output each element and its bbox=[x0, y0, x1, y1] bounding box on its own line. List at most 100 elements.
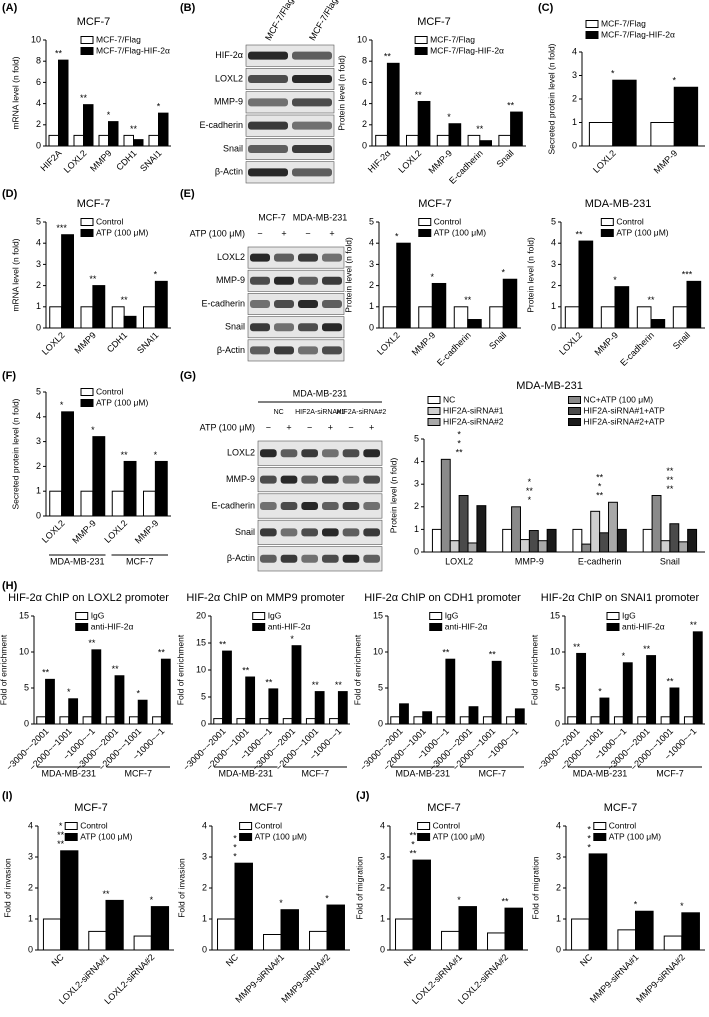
significance: * bbox=[154, 270, 158, 280]
significance: ** bbox=[112, 664, 120, 674]
group-label: MDA-MB-231 bbox=[573, 768, 628, 778]
significance: * bbox=[67, 687, 71, 697]
significance: ** bbox=[596, 491, 604, 501]
blot-band bbox=[301, 528, 318, 537]
blot-row-label: LOXL2 bbox=[217, 252, 245, 262]
legend-swatch bbox=[80, 399, 94, 407]
y-axis-label: Fold of migration bbox=[354, 856, 364, 920]
bar bbox=[467, 319, 482, 329]
bar bbox=[590, 716, 601, 725]
y-tick-label: 10 bbox=[19, 646, 29, 656]
group-label: MCF-7 bbox=[302, 768, 330, 778]
blot-band bbox=[322, 276, 342, 285]
y-tick-label: 1 bbox=[380, 913, 385, 923]
significance: * bbox=[430, 272, 434, 282]
y-tick-label: 15 bbox=[196, 637, 206, 647]
bar bbox=[576, 652, 587, 725]
x-tick-label: MMP9-siRNA#1 bbox=[588, 952, 641, 1005]
blot-band bbox=[292, 145, 332, 153]
bar bbox=[613, 716, 624, 725]
legend-swatch bbox=[427, 396, 441, 404]
legend-swatch bbox=[418, 218, 432, 226]
x-tick-label: E-cadherin bbox=[435, 330, 473, 368]
y-tick-label: 3 bbox=[369, 259, 374, 269]
y-tick-label: 2 bbox=[369, 280, 374, 290]
significance: * bbox=[672, 76, 676, 86]
blot-band bbox=[322, 502, 339, 510]
bar bbox=[567, 716, 578, 725]
x-tick-label: HIF-2α bbox=[366, 148, 393, 175]
bar bbox=[58, 59, 69, 147]
legend-swatch bbox=[600, 229, 614, 237]
bar bbox=[418, 306, 433, 329]
legend-swatch bbox=[80, 388, 94, 396]
bar bbox=[646, 655, 657, 725]
bar bbox=[528, 530, 539, 553]
blot-band bbox=[322, 449, 339, 458]
bar bbox=[396, 242, 411, 329]
legend-label: anti-HIF-2α bbox=[622, 621, 665, 631]
blot-strip bbox=[245, 138, 335, 160]
x-tick-label: MMP9 bbox=[88, 148, 113, 173]
blot-band bbox=[322, 475, 339, 484]
legend-swatch bbox=[239, 833, 253, 841]
x-tick-label: MMP9-siRNA#2 bbox=[634, 952, 687, 1005]
bar bbox=[390, 716, 401, 725]
bar bbox=[489, 306, 504, 329]
y-tick-label: 1 bbox=[551, 301, 556, 311]
blot-strip bbox=[257, 546, 383, 572]
bar bbox=[123, 134, 134, 147]
bar bbox=[48, 134, 59, 147]
significance: ** bbox=[158, 648, 166, 658]
bar bbox=[150, 906, 170, 951]
panel-letter: (G) bbox=[180, 370, 196, 382]
blot-row-label: Snail bbox=[223, 143, 243, 153]
blot-row-label: Snail bbox=[235, 527, 255, 537]
bar bbox=[588, 853, 608, 951]
bar bbox=[458, 906, 477, 951]
x-tick-label: LOXL2-siRNA#2 bbox=[102, 952, 156, 1006]
blot-column-label: MCF-7 bbox=[258, 212, 286, 222]
panel-letter: (D) bbox=[2, 188, 18, 200]
blot-band bbox=[298, 346, 318, 355]
bar bbox=[441, 930, 460, 951]
bar bbox=[590, 510, 601, 553]
y-tick-label: 20 bbox=[196, 610, 206, 620]
significance: * bbox=[233, 843, 237, 853]
bar bbox=[479, 140, 493, 147]
bar bbox=[158, 112, 169, 147]
chart-title: MCF-7 bbox=[77, 16, 111, 28]
blot-band bbox=[322, 346, 342, 355]
y-axis-label: Protein level (n fold) bbox=[525, 237, 535, 313]
legend-label: ATP (100 μM) bbox=[434, 227, 486, 237]
chart-title: MCF-7 bbox=[77, 198, 111, 210]
significance: ** bbox=[501, 897, 509, 907]
bar bbox=[309, 930, 328, 951]
y-tick-label: 10 bbox=[550, 646, 560, 656]
bar bbox=[504, 907, 523, 951]
significance: ** bbox=[121, 295, 129, 305]
blot-band bbox=[280, 475, 298, 484]
blot-sign: + bbox=[281, 228, 286, 238]
bar bbox=[417, 100, 431, 147]
bar bbox=[123, 315, 137, 329]
y-tick-label: 0 bbox=[28, 944, 33, 954]
bar bbox=[692, 631, 703, 725]
legend-label: NC bbox=[443, 394, 455, 404]
y-tick-label: 5 bbox=[378, 682, 383, 692]
significance: * bbox=[611, 69, 615, 79]
significance: * bbox=[395, 232, 399, 242]
blot-row-label: MMP-9 bbox=[226, 474, 255, 484]
bar bbox=[448, 123, 462, 147]
legend-label: Control bbox=[609, 820, 637, 830]
x-tick-label: LOXL2 bbox=[40, 330, 67, 357]
bar bbox=[123, 460, 137, 517]
bar bbox=[422, 711, 433, 725]
bar bbox=[337, 691, 348, 725]
significance: ** bbox=[335, 680, 343, 690]
x-tick-label: MMP-9 bbox=[515, 556, 544, 566]
significance: * bbox=[107, 110, 111, 120]
blot-band bbox=[280, 554, 298, 563]
x-tick-label: LOXL2 bbox=[396, 148, 423, 175]
blot-band bbox=[292, 121, 332, 130]
